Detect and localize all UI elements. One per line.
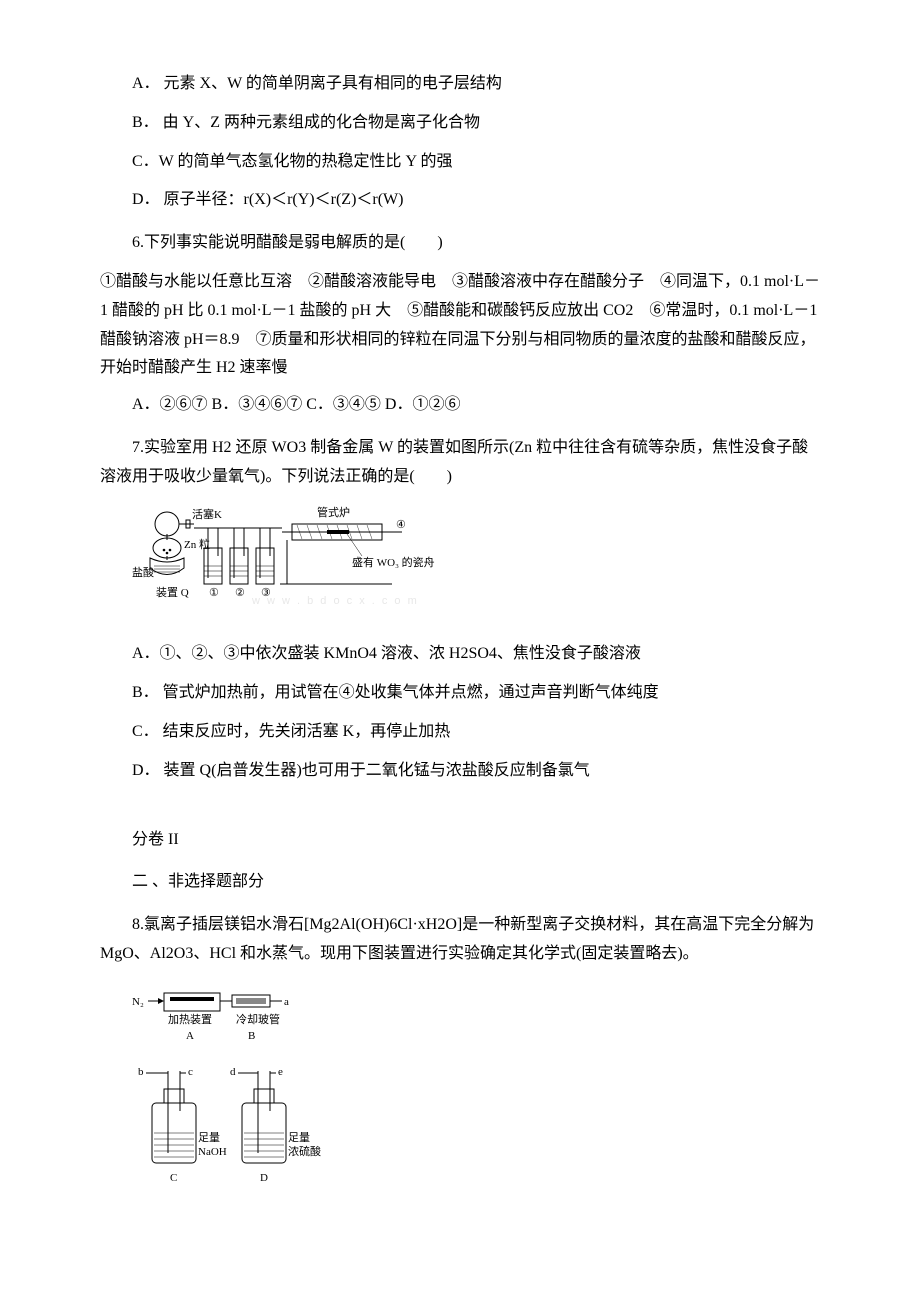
bottle-c: b c 足量 NaOH C <box>138 1066 227 1184</box>
q8-stem: 8.氯离子插层镁铝水滑石[Mg2Al(OH)6Cl·xH2O]是一种新型离子交换… <box>100 911 820 969</box>
label-b: b <box>138 1066 144 1078</box>
label-stopcock: 活塞K <box>192 507 222 521</box>
label-naoh1: 足量 <box>198 1131 220 1144</box>
q7-option-a: A．①、②、③中依次盛装 KMnO4 溶液、浓 H2SO4、焦性没食子酸溶液 <box>100 640 820 669</box>
q5-option-c: C．W 的简单气态氢化物的热稳定性比 Y 的强 <box>100 148 820 177</box>
label-B: B <box>248 1030 255 1042</box>
section-nonchoice: 二 、非选择题部分 <box>100 868 820 897</box>
label-h2so4-2: 浓硫酸 <box>288 1144 321 1158</box>
q5-option-b: B． 由 Y、Z 两种元素组成的化合物是离子化合物 <box>100 109 820 138</box>
q5-option-d: D． 原子半径：r(X)＜r(Y)＜r(Z)＜r(W) <box>100 186 820 215</box>
wash-bottle-2 <box>230 528 248 584</box>
wash-bottle-3 <box>256 528 274 584</box>
label-e: e <box>278 1066 283 1078</box>
q7-stem: 7.实验室用 H2 还原 WO3 制备金属 W 的装置如图所示(Zn 粒中往往含… <box>100 434 820 492</box>
q5-option-a: A． 元素 X、W 的简单阴离子具有相同的电子层结构 <box>100 70 820 99</box>
label-naoh2: NaOH <box>198 1146 227 1158</box>
label-cooling: 冷却玻管 <box>236 1012 280 1026</box>
label-heater: 加热装置 <box>168 1013 212 1026</box>
q7-diagram: w w w . b d o c x . c o m 活塞K Zn 粒 盐酸 装置… <box>132 506 820 627</box>
label-h2so4-1: 足量 <box>288 1131 310 1144</box>
label-a: a <box>284 996 289 1008</box>
label-C: C <box>170 1172 177 1184</box>
q6-stem: 6.下列事实能说明醋酸是弱电解质的是( ) <box>100 229 820 258</box>
label-D: D <box>260 1172 268 1184</box>
label-n2: N₂ <box>132 996 144 1008</box>
label-device-q: 装置 Q <box>156 586 189 599</box>
q6-options: A．②⑥⑦ B．③④⑥⑦ C．③④⑤ D．①②⑥ <box>100 391 820 420</box>
q6-body: ①醋酸与水能以任意比互溶 ②醋酸溶液能导电 ③醋酸溶液中存在醋酸分子 ④同温下，… <box>100 268 820 383</box>
label-boat: 盛有 WO₃ 的瓷舟 <box>352 555 435 569</box>
q7-option-b: B． 管式炉加热前，用试管在④处收集气体并点燃，通过声音判断气体纯度 <box>100 679 820 708</box>
label-furnace: 管式炉 <box>317 506 350 519</box>
label-zn: Zn 粒 <box>184 537 210 551</box>
label-c2: ② <box>235 587 245 599</box>
label-c4: ④ <box>396 519 406 531</box>
q8-diagram: N₂ 加热装置 A a 冷却玻管 B b c <box>132 983 820 1204</box>
watermark-text: w w w . b d o c x . c o m <box>251 595 419 607</box>
bottle-d: d e 足量 浓硫酸 D <box>230 1066 321 1184</box>
q7-option-c: C． 结束反应时，先关闭活塞 K，再停止加热 <box>100 718 820 747</box>
label-hcl: 盐酸 <box>132 565 154 579</box>
label-A: A <box>186 1030 194 1042</box>
label-c3: ③ <box>261 587 271 599</box>
label-c: c <box>188 1066 193 1078</box>
section-part2: 分卷 II <box>100 826 820 855</box>
q7-option-d: D． 装置 Q(启普发生器)也可用于二氧化锰与浓盐酸反应制备氯气 <box>100 757 820 786</box>
label-d: d <box>230 1066 236 1078</box>
label-c1: ① <box>209 587 219 599</box>
wash-bottle-1 <box>204 528 222 584</box>
